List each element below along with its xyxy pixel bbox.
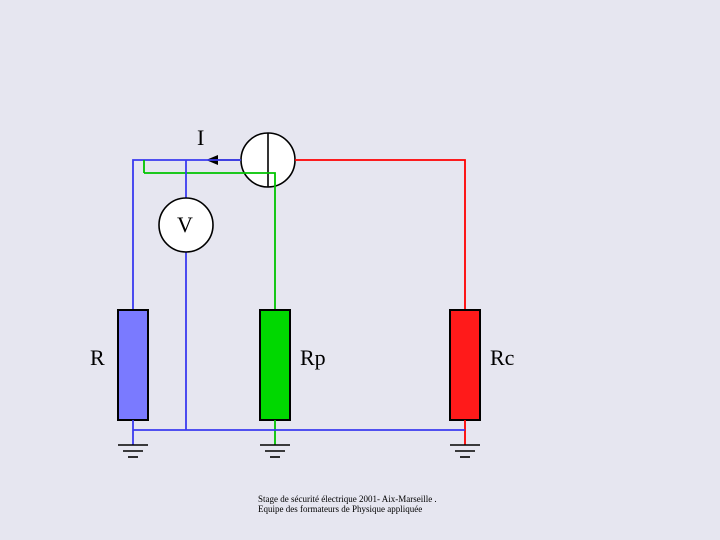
resistor-Rp bbox=[260, 310, 290, 420]
footer-text: Stage de sécurité électrique 2001- Aix-M… bbox=[258, 495, 437, 515]
ground-icon-Rc bbox=[450, 445, 480, 457]
resistor-R bbox=[118, 310, 148, 420]
ground-icon-R bbox=[118, 445, 148, 457]
label-R: R bbox=[90, 345, 105, 371]
ground-icon-Rp bbox=[260, 445, 290, 457]
circuit-diagram bbox=[0, 0, 720, 540]
wire-red-right bbox=[295, 160, 465, 310]
resistor-Rc bbox=[450, 310, 480, 420]
footer-line2: Equipe des formateurs de Physique appliq… bbox=[258, 505, 437, 515]
label-Rp: Rp bbox=[300, 345, 326, 371]
label-V: V bbox=[177, 212, 193, 238]
label-Rc: Rc bbox=[490, 345, 514, 371]
label-I: I bbox=[197, 125, 204, 151]
